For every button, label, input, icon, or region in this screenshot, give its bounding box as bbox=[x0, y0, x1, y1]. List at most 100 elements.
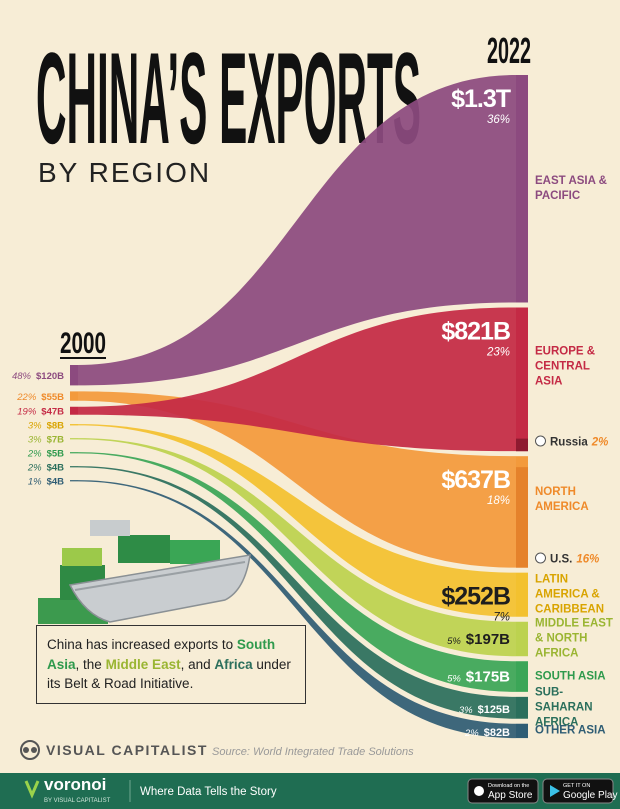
end-value: $175B bbox=[466, 669, 510, 686]
flow bbox=[78, 438, 516, 657]
chart-subtitle: BY REGION bbox=[38, 157, 211, 188]
start-value: $8B bbox=[47, 421, 65, 432]
end-bar bbox=[516, 572, 528, 617]
start-bar bbox=[70, 452, 78, 454]
end-value: $821B bbox=[441, 318, 510, 346]
flow bbox=[78, 307, 516, 452]
flow bbox=[78, 391, 516, 568]
end-share: 7% bbox=[493, 612, 510, 624]
start-share: 3% bbox=[28, 435, 42, 446]
end-bar bbox=[516, 661, 528, 692]
region-label: EAST ASIA & PACIFIC bbox=[535, 174, 607, 202]
note-text: , the bbox=[75, 656, 106, 672]
google-play-small: GET IT ON bbox=[563, 783, 590, 789]
sub-band bbox=[516, 438, 528, 452]
end-value: $82B bbox=[484, 727, 510, 739]
start-share: 1% bbox=[28, 477, 42, 488]
region-label: NORTH AMERICA bbox=[535, 485, 589, 513]
sub-label: Russia 2% bbox=[535, 435, 609, 449]
end-value: $125B bbox=[478, 704, 510, 716]
chart-title: CHINA’S EXPORTS bbox=[36, 25, 421, 171]
region-label: OTHER ASIA bbox=[535, 724, 606, 737]
start-year: 2000 bbox=[60, 327, 106, 360]
start-label: 3% $8B bbox=[28, 421, 64, 432]
end-share: 5% bbox=[447, 636, 461, 647]
start-label: 19% $47B bbox=[17, 407, 64, 418]
google-play-icon bbox=[550, 785, 560, 797]
start-label: 2% $5B bbox=[27, 449, 64, 460]
start-bar bbox=[70, 466, 78, 468]
app-store-small: Download on the bbox=[488, 783, 529, 789]
sub-band bbox=[516, 467, 528, 568]
start-value: $5B bbox=[47, 449, 65, 460]
start-bar bbox=[70, 391, 78, 401]
google-play-label: Google Play bbox=[563, 790, 617, 801]
end-share: 36% bbox=[487, 114, 510, 126]
tagline: Where Data Tells the Story bbox=[140, 786, 277, 798]
bar-brand: voronoi bbox=[44, 775, 106, 794]
flow bbox=[78, 452, 516, 692]
app-store-icon bbox=[474, 786, 484, 796]
bar-logo bbox=[24, 780, 40, 799]
flow bbox=[78, 424, 516, 617]
end-label: 5% $197B bbox=[447, 631, 510, 648]
region-label: LATIN AMERICA & CARIBBEAN bbox=[535, 573, 604, 616]
region-label: SUB-SAHARAN AFRICA bbox=[535, 686, 593, 729]
start-share: 3% bbox=[28, 421, 42, 432]
note-text: South Asia bbox=[47, 637, 276, 672]
footer-source: Source: World Integrated Trade Solutions bbox=[212, 746, 414, 758]
end-label: 2% $82B bbox=[464, 727, 510, 739]
start-label: 48% $120B bbox=[12, 371, 64, 382]
end-value: $637B bbox=[441, 466, 510, 494]
start-share: 22% bbox=[16, 392, 37, 403]
end-label: 5% $175B bbox=[447, 669, 510, 686]
region-label: EUROPE & CENTRAL ASIA bbox=[535, 345, 596, 388]
end-bar bbox=[516, 723, 528, 739]
app-store-label: App Store bbox=[488, 790, 533, 801]
sub-name: U.S. bbox=[550, 553, 573, 566]
end-share: 18% bbox=[487, 495, 510, 507]
flag-icon bbox=[535, 435, 546, 447]
region-label: MIDDLE EAST & NORTH AFRICA bbox=[535, 617, 613, 660]
flow bbox=[78, 75, 516, 386]
app-store-button[interactable] bbox=[467, 778, 539, 804]
start-bar bbox=[70, 406, 78, 415]
start-value: $47B bbox=[41, 407, 64, 418]
end-share: 2% bbox=[464, 728, 479, 739]
sub-share: 2% bbox=[591, 436, 609, 449]
start-share: 19% bbox=[17, 407, 37, 418]
start-label: 2% $4B bbox=[27, 463, 64, 474]
start-value: $4B bbox=[47, 463, 65, 474]
end-bar bbox=[516, 621, 528, 657]
start-share: 2% bbox=[27, 463, 42, 474]
start-value: $7B bbox=[47, 435, 65, 446]
sub-label: U.S. 16% bbox=[535, 552, 599, 565]
start-value: $55B bbox=[41, 392, 64, 403]
sub-name: Russia bbox=[550, 436, 588, 449]
end-bar bbox=[516, 696, 528, 719]
flow bbox=[78, 480, 516, 739]
end-share: 5% bbox=[447, 674, 461, 685]
note-text: Africa bbox=[214, 656, 253, 672]
note-text: , and bbox=[180, 656, 215, 672]
start-value: $4B bbox=[47, 477, 65, 488]
note-text: under its Belt & Road Initiative. bbox=[47, 656, 291, 692]
start-share: 2% bbox=[27, 449, 42, 460]
start-label: 22% $55B bbox=[16, 392, 64, 403]
footer-logo bbox=[20, 740, 40, 760]
start-value: $120B bbox=[36, 371, 64, 382]
start-label: 1% $4B bbox=[28, 477, 64, 488]
start-bar bbox=[70, 424, 78, 426]
flag-icon bbox=[535, 552, 546, 564]
end-bar bbox=[516, 307, 528, 452]
sub-share: 16% bbox=[576, 553, 600, 566]
start-bar bbox=[70, 438, 78, 440]
end-share: 23% bbox=[486, 347, 510, 359]
footer-brand: VISUAL CAPITALIST bbox=[46, 742, 208, 758]
google-play-button[interactable] bbox=[542, 778, 614, 804]
end-value: $1.3T bbox=[451, 85, 511, 113]
end-label: 3% $125B bbox=[459, 704, 510, 716]
note-box: China has increased exports to South Asi… bbox=[36, 625, 306, 704]
note-text: China has increased exports to bbox=[47, 637, 237, 652]
